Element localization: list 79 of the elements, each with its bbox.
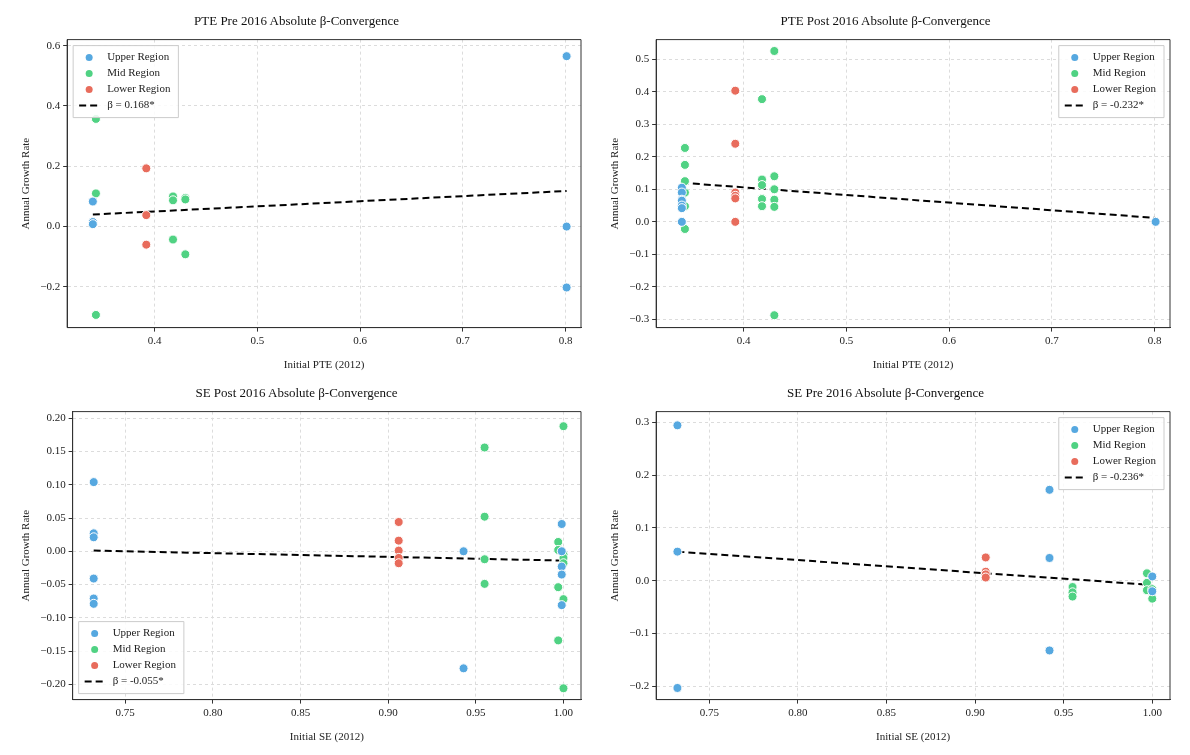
y-tick-label: −0.1 [629, 247, 650, 260]
y-tick-label: 0.05 [46, 510, 67, 523]
x-tick-label: 0.6 [942, 334, 957, 347]
chart-title: PTE Post 2016 Absolute β-Convergence [780, 13, 991, 29]
x-axis-title: Initial PTE (2012) [283, 358, 365, 372]
y-tick-label: 0.4 [46, 98, 61, 111]
legend-label: Mid Region [1092, 438, 1147, 451]
legend-label: Upper Region [112, 626, 176, 639]
y-tick-label: −0.2 [629, 679, 650, 692]
legend-label: Lower Region [1092, 82, 1157, 95]
y-tick-label: 0.3 [635, 415, 650, 428]
chart-title: SE Post 2016 Absolute β-Convergence [195, 385, 398, 401]
x-tick-label: 0.4 [736, 334, 751, 347]
legend-label: β = -0.232* [1092, 98, 1144, 111]
y-tick-label: 0.2 [46, 159, 61, 172]
x-tick-label: 0.7 [1044, 334, 1060, 347]
y-tick-label: 0.10 [46, 477, 67, 490]
y-axis-title: Annual Growth Rate [608, 137, 621, 230]
x-tick-label: 1.00 [1142, 706, 1163, 719]
legend-label: β = -0.055* [112, 674, 164, 687]
y-tick-label: 0.2 [635, 149, 650, 162]
y-axis-title: Annual Growth Rate [608, 509, 621, 602]
x-tick-label: 0.95 [466, 706, 486, 719]
y-tick-label: 0.00 [46, 544, 67, 557]
y-tick-label: 0.2 [635, 467, 650, 480]
legend-label: Mid Region [1092, 66, 1147, 79]
x-axis-title: Initial SE (2012) [289, 730, 365, 744]
x-tick-label: 0.5 [839, 334, 854, 347]
x-tick-label: 0.6 [353, 334, 368, 347]
y-tick-label: 0.4 [635, 84, 650, 97]
x-tick-label: 0.80 [203, 706, 224, 719]
y-tick-label: 0.15 [46, 444, 67, 457]
x-tick-label: 0.4 [147, 334, 162, 347]
legend-label: Mid Region [107, 66, 161, 79]
y-tick-label: 0.1 [635, 520, 650, 533]
legend-label: Lower Region [1092, 454, 1157, 467]
y-axis-title: Annual Growth Rate [19, 137, 32, 230]
legend-label: Upper Region [1092, 50, 1156, 63]
x-tick-label: 0.85 [876, 706, 897, 719]
legend-label: β = 0.168* [107, 98, 155, 111]
y-tick-label: −0.3 [629, 312, 650, 325]
y-tick-label: −0.2 [40, 279, 61, 292]
x-tick-label: 0.75 [699, 706, 720, 719]
y-tick-label: −0.15 [40, 643, 67, 656]
y-tick-label: 0.5 [635, 52, 650, 65]
y-tick-label: −0.10 [40, 610, 67, 623]
chart-title: SE Pre 2016 Absolute β-Convergence [786, 385, 985, 401]
y-tick-label: 0.0 [635, 573, 650, 586]
x-tick-label: 0.80 [788, 706, 809, 719]
legend-label: Lower Region [112, 658, 177, 671]
y-tick-label: 0.0 [635, 214, 650, 227]
x-tick-label: 0.95 [1054, 706, 1074, 719]
y-tick-label: −0.2 [629, 279, 650, 292]
x-tick-label: 0.90 [378, 706, 399, 719]
x-axis-title: Initial SE (2012) [876, 730, 951, 744]
chart-title: PTE Pre 2016 Absolute β-Convergence [194, 13, 400, 29]
y-tick-label: −0.05 [40, 577, 67, 590]
legend-label: Upper Region [1092, 422, 1156, 435]
x-tick-label: 0.8 [558, 334, 573, 347]
x-tick-label: 0.8 [1147, 334, 1162, 347]
y-tick-label: −0.20 [40, 677, 67, 690]
y-tick-label: −0.1 [629, 626, 650, 639]
legend-label: β = -0.236* [1092, 470, 1144, 483]
x-tick-label: 0.5 [250, 334, 265, 347]
y-tick-label: 0.3 [635, 117, 650, 130]
y-axis-title: Annual Growth Rate [19, 509, 32, 602]
legend-label: Mid Region [112, 642, 167, 655]
y-tick-label: 0.0 [46, 219, 61, 232]
x-tick-label: 0.85 [290, 706, 311, 719]
y-tick-label: 0.20 [46, 411, 67, 424]
x-tick-label: 0.7 [455, 334, 471, 347]
x-tick-label: 0.90 [965, 706, 986, 719]
y-tick-label: 0.1 [635, 182, 650, 195]
x-tick-label: 1.00 [553, 706, 574, 719]
x-tick-label: 0.75 [115, 706, 136, 719]
legend-label: Upper Region [107, 50, 170, 63]
legend-label: Lower Region [107, 82, 171, 95]
x-axis-title: Initial PTE (2012) [872, 358, 954, 372]
y-tick-label: 0.6 [46, 38, 61, 51]
